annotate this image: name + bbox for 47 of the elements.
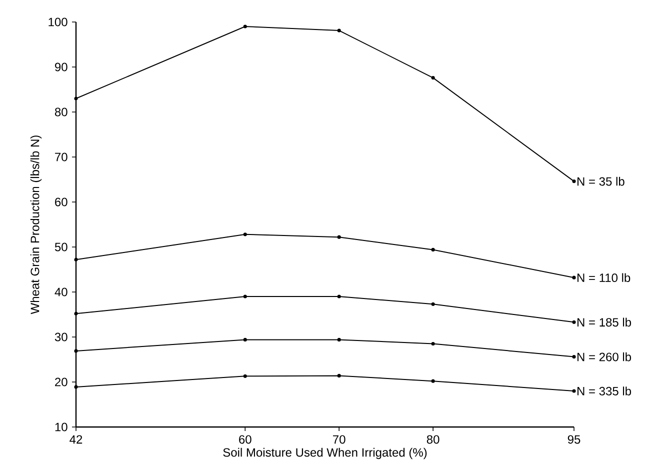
y-tick-label: 100 xyxy=(48,18,68,26)
point xyxy=(431,379,435,383)
point xyxy=(243,374,247,378)
point xyxy=(74,96,78,100)
point xyxy=(337,28,341,32)
series-label: N = 35 lb xyxy=(577,176,624,186)
series-label: N = 335 lb xyxy=(577,386,632,396)
x-tick-label: 95 xyxy=(568,435,580,444)
y-tick-label: 70 xyxy=(55,152,68,162)
y-tick-label: 50 xyxy=(54,242,68,252)
point xyxy=(431,248,435,252)
series-label: N = 260 lb xyxy=(577,352,632,362)
point xyxy=(572,389,576,393)
point xyxy=(337,294,341,298)
point xyxy=(337,374,341,378)
point xyxy=(337,338,341,342)
point xyxy=(337,235,341,239)
point xyxy=(74,349,78,353)
series-label: N = 110 lb xyxy=(577,273,630,282)
point xyxy=(572,355,576,359)
y-axis-title: Wheat Grain Production (lbs/lb N) xyxy=(30,136,42,314)
x-axis-title: Soil Moisture Used When Irrigated (%) xyxy=(223,448,427,460)
point xyxy=(74,312,78,316)
point xyxy=(74,258,78,262)
x-tick-label: 42 xyxy=(70,435,82,444)
y-tick-label: 40 xyxy=(54,288,68,296)
point xyxy=(243,24,247,28)
point xyxy=(431,76,435,80)
point xyxy=(431,302,435,306)
point xyxy=(74,385,78,389)
point xyxy=(243,338,247,342)
y-tick-label: 60 xyxy=(55,198,68,206)
point xyxy=(431,342,435,346)
y-tick-label: 20 xyxy=(55,378,68,386)
y-tick-label: 30 xyxy=(54,332,68,342)
point xyxy=(572,320,576,324)
x-tick-label: 80 xyxy=(426,435,440,444)
series-label: N = 185 lb xyxy=(577,318,632,327)
point xyxy=(243,294,247,298)
x-tick-label: 60 xyxy=(239,435,252,444)
point xyxy=(243,232,247,236)
y-tick-label: 10 xyxy=(55,422,68,432)
y-tick-label: 80 xyxy=(54,108,68,116)
point xyxy=(572,180,576,184)
point xyxy=(572,276,576,280)
y-tick-label: 90 xyxy=(55,62,68,72)
x-tick-label: 70 xyxy=(333,435,346,444)
